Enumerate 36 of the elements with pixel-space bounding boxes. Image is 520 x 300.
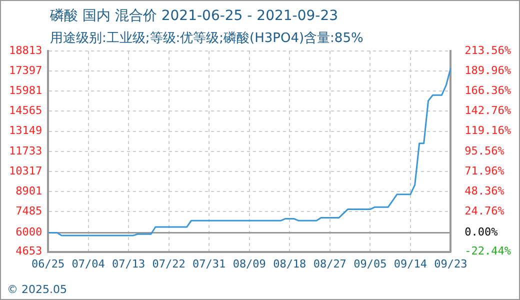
- y-tick-label: 13149: [8, 124, 42, 138]
- y-tick-label: 8901: [16, 184, 42, 198]
- x-tick-label: 07/04: [72, 257, 106, 270]
- x-tick-label: 08/27: [313, 257, 346, 270]
- y-tick-label: 10317: [8, 164, 42, 178]
- x-tick-label: 07/31: [192, 257, 226, 270]
- y2-tick-label: 213.56%: [464, 44, 512, 57]
- chart-subtitle: 用途级别:工业级;等级:优等级;磷酸(H3PO4)含量:85%: [50, 30, 364, 47]
- x-tick-label: 09/05: [354, 257, 387, 270]
- y2-tick-label: 71.96%: [464, 164, 505, 178]
- x-tick-label: 07/22: [152, 257, 186, 270]
- chart-title: 磷酸 国内 混合价 2021-06-25 - 2021-09-23: [50, 7, 338, 25]
- y2-tick-label: 48.36%: [464, 184, 505, 198]
- x-tick-label: 06/25: [32, 257, 65, 270]
- x-tick-label: 08/09: [232, 257, 266, 270]
- y2-tick-label: 24.76%: [464, 204, 505, 218]
- y-tick-label: 6000: [16, 226, 42, 239]
- y-tick-label: 15981: [8, 84, 42, 98]
- x-tick-label: 07/13: [112, 257, 146, 270]
- y-tick-label: 17397: [8, 64, 42, 77]
- y2-tick-label: 142.76%: [464, 104, 512, 118]
- y-tick-label: 4653: [16, 244, 42, 258]
- x-tick-label: 09/23: [434, 257, 468, 270]
- y-tick-label: 11733: [8, 144, 42, 158]
- y2-tick-label: 95.56%: [464, 144, 505, 158]
- x-tick-label: 09/14: [394, 257, 428, 270]
- y2-tick-label: 166.36%: [464, 84, 512, 98]
- y-tick-label: 14565: [8, 104, 42, 118]
- x-tick-label: 08/18: [273, 257, 306, 270]
- y-tick-label: 7485: [16, 204, 42, 218]
- y2-tick-label: -22.44%: [464, 244, 512, 258]
- y2-tick-label: 119.16%: [464, 124, 512, 138]
- y-tick-label: 18813: [8, 44, 42, 57]
- text: © 2025.05: [7, 283, 67, 296]
- y2-tick-label: 0.00%: [464, 226, 498, 239]
- y2-tick-label: 189.96%: [464, 64, 512, 77]
